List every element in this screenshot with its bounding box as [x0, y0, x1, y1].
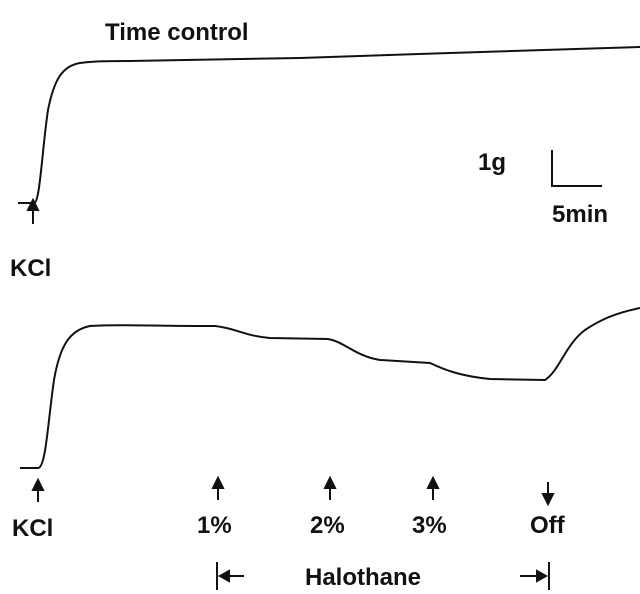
agent-label: Halothane: [305, 564, 421, 591]
event-arrows: [31, 475, 555, 507]
event-label: 2%: [310, 512, 345, 539]
top-kcl-label: KCl: [10, 255, 51, 282]
event-label: Off: [530, 512, 566, 539]
title: Time control: [105, 19, 249, 46]
scale-time: 5min: [552, 201, 608, 228]
event-label: 3%: [412, 512, 447, 539]
event-label: 1%: [197, 512, 232, 539]
top-trace: [18, 46, 640, 204]
halothane-bracket: [216, 562, 550, 590]
scale-bar: [551, 150, 602, 187]
bottom-kcl-label: KCl: [12, 515, 53, 542]
top-kcl-arrow: [26, 197, 40, 224]
scale-force: 1g: [478, 149, 506, 176]
bottom-trace: [20, 307, 640, 469]
